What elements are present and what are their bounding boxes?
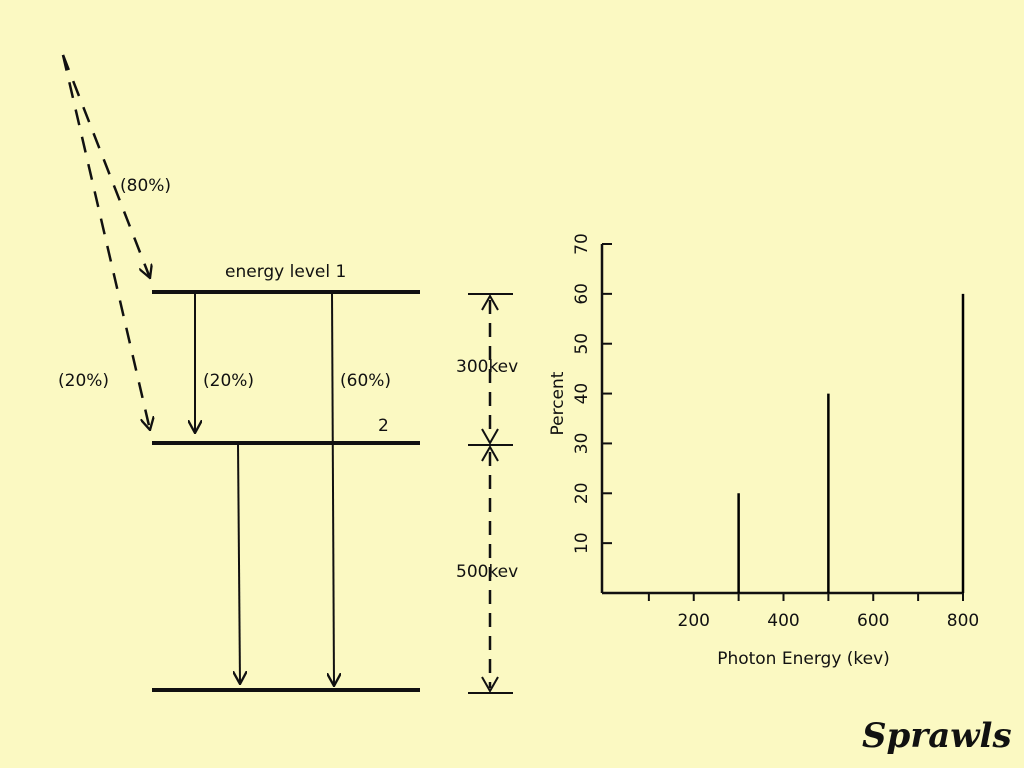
y-tick-label: 70 — [572, 233, 592, 255]
y-tick-label: 30 — [572, 433, 592, 455]
gamma-arrow — [332, 291, 334, 686]
beta-arrow — [61, 54, 150, 278]
label: 300kev — [456, 357, 518, 377]
x-tick-label: 600 — [857, 611, 889, 631]
dimension-arrows — [481, 293, 499, 694]
y-tick-label: 40 — [572, 383, 592, 405]
signature: Sprawls — [862, 716, 1012, 756]
x-tick-label: 400 — [767, 611, 799, 631]
gamma-arrow — [238, 442, 240, 684]
label: 500kev — [456, 562, 518, 582]
x-tick-label: 200 — [678, 611, 710, 631]
label: (20%) — [58, 371, 109, 391]
y-tick-label: 60 — [572, 283, 592, 305]
y-tick-label: 10 — [572, 532, 592, 554]
level-diagram: (80%) energy level 1 (20%) (20%) (60%) 2… — [58, 54, 518, 694]
y-tick-label: 20 — [572, 482, 592, 504]
x-axis-label: Photon Energy (kev) — [717, 649, 890, 669]
y-tick-label: 50 — [572, 333, 592, 355]
label: (80%) — [120, 176, 171, 196]
y-axis-label: Percent — [548, 371, 568, 435]
chart: 10 20 30 40 50 60 70 200 400 600 800 Photon Energy … — [548, 233, 979, 669]
label: 2 — [378, 416, 389, 436]
label: (60%) — [340, 371, 391, 391]
label: energy level 1 — [225, 262, 346, 282]
x-tick-label: 800 — [947, 611, 979, 631]
beta-arrow — [61, 54, 150, 430]
label: (20%) — [203, 371, 254, 391]
